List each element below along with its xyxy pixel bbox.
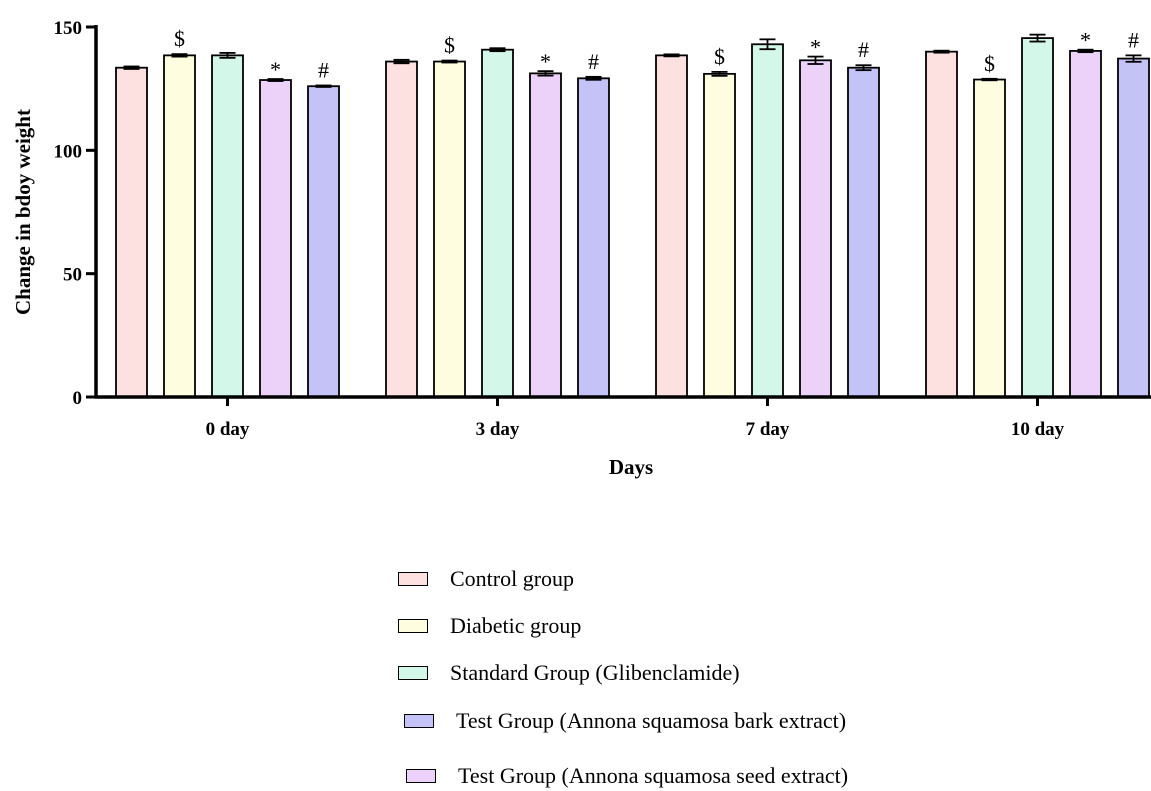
- y-tick-label: 150: [54, 18, 83, 39]
- bars-layer: $ * # $ * # $ * # $ * #: [116, 26, 1149, 397]
- bar: [704, 74, 735, 397]
- bar: [800, 60, 831, 397]
- bar: [530, 73, 561, 397]
- x-tick-label: 0 day: [206, 419, 250, 440]
- bar: [386, 62, 417, 397]
- significance-mark: *: [540, 49, 551, 74]
- significance-mark: $: [444, 33, 455, 58]
- x-tick-label: 10 day: [1011, 419, 1065, 440]
- legend-item-standard: Standard Group (Glibenclamide): [398, 658, 1118, 688]
- bar: [212, 55, 243, 397]
- legend-swatch: [406, 769, 436, 783]
- bar: [482, 50, 513, 397]
- legend-label: Diabetic group: [450, 613, 581, 639]
- bar: [1118, 59, 1149, 397]
- bar: [974, 80, 1005, 397]
- significance-mark: #: [1128, 27, 1139, 52]
- bar-chart: $ * # $ * # $ * # $ * # 0 day 3 day 7 day 10 day 0 50 100…: [0, 0, 1151, 540]
- significance-mark: *: [1080, 28, 1091, 53]
- bar: [164, 55, 195, 397]
- significance-mark: #: [318, 57, 329, 82]
- bar: [116, 68, 147, 397]
- significance-mark: *: [810, 35, 821, 60]
- x-tick-label: 7 day: [746, 419, 790, 440]
- significance-mark: $: [714, 44, 725, 69]
- legend-label: Test Group (Annona squamosa bark extract…: [456, 708, 846, 734]
- bar: [434, 62, 465, 397]
- significance-mark: $: [984, 51, 995, 76]
- significance-mark: #: [588, 49, 599, 74]
- legend-swatch: [398, 666, 428, 680]
- x-tick-label: 3 day: [476, 419, 520, 440]
- bar: [260, 80, 291, 397]
- legend-swatch: [398, 572, 428, 586]
- bar: [1022, 38, 1053, 397]
- significance-mark: #: [858, 37, 869, 62]
- y-tick-label: 50: [63, 265, 82, 286]
- bar: [656, 55, 687, 397]
- legend-item-bark-extract: Test Group (Annona squamosa bark extract…: [404, 706, 1124, 736]
- legend-label: Standard Group (Glibenclamide): [450, 660, 740, 686]
- bar: [1070, 51, 1101, 397]
- significance-mark: $: [174, 26, 185, 51]
- legend-item-diabetic: Diabetic group: [398, 611, 1118, 641]
- y-tick-label: 0: [73, 388, 83, 409]
- bar: [848, 68, 879, 397]
- legend-swatch: [398, 619, 428, 633]
- x-axis-title: Days: [609, 455, 653, 479]
- legend-label: Test Group (Annona squamosa seed extract…: [458, 763, 848, 789]
- legend-swatch: [404, 714, 434, 728]
- bar: [926, 52, 957, 397]
- legend-item-seed-extract: Test Group (Annona squamosa seed extract…: [406, 761, 1126, 791]
- legend-item-control: Control group: [398, 564, 1118, 594]
- legend-label: Control group: [450, 566, 574, 592]
- bar: [308, 86, 339, 397]
- y-axis-title: Change in bdoy weight: [11, 109, 35, 315]
- bar: [578, 78, 609, 397]
- y-tick-label: 100: [54, 141, 83, 162]
- significance-mark: *: [270, 57, 281, 82]
- bar: [752, 44, 783, 397]
